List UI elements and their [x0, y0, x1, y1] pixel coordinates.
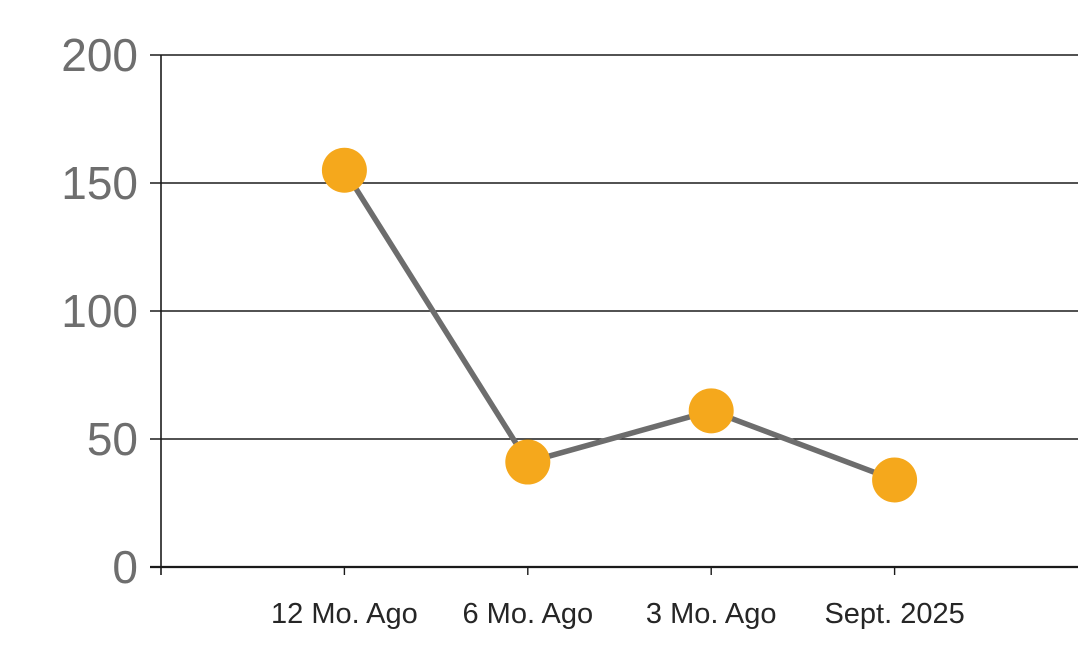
y-tick-label: 50	[87, 413, 138, 465]
x-tick-label: Sept. 2025	[824, 598, 964, 630]
y-tick-label: 200	[61, 29, 138, 81]
data-point	[321, 147, 367, 193]
x-tick-label: 3 Mo. Ago	[646, 598, 777, 630]
y-tick-label: 150	[61, 157, 138, 209]
series-line	[341, 167, 898, 483]
y-tick-label: 100	[61, 285, 138, 337]
data-point	[505, 439, 551, 485]
data-point	[688, 388, 734, 434]
data-point	[872, 457, 918, 503]
x-tick-label: 6 Mo. Ago	[463, 598, 594, 630]
y-tick-label: 0	[112, 541, 138, 593]
x-tick-label: 12 Mo. Ago	[271, 598, 418, 630]
